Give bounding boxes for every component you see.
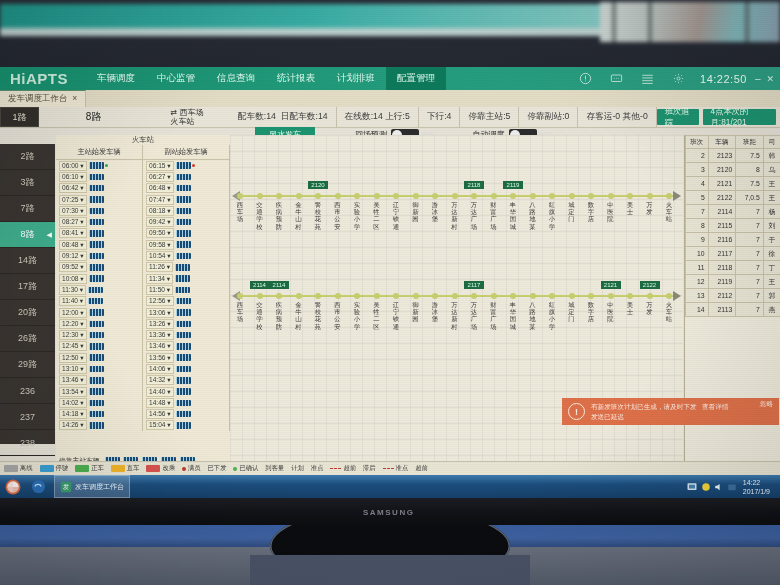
svg-text:发: 发 xyxy=(63,483,69,490)
